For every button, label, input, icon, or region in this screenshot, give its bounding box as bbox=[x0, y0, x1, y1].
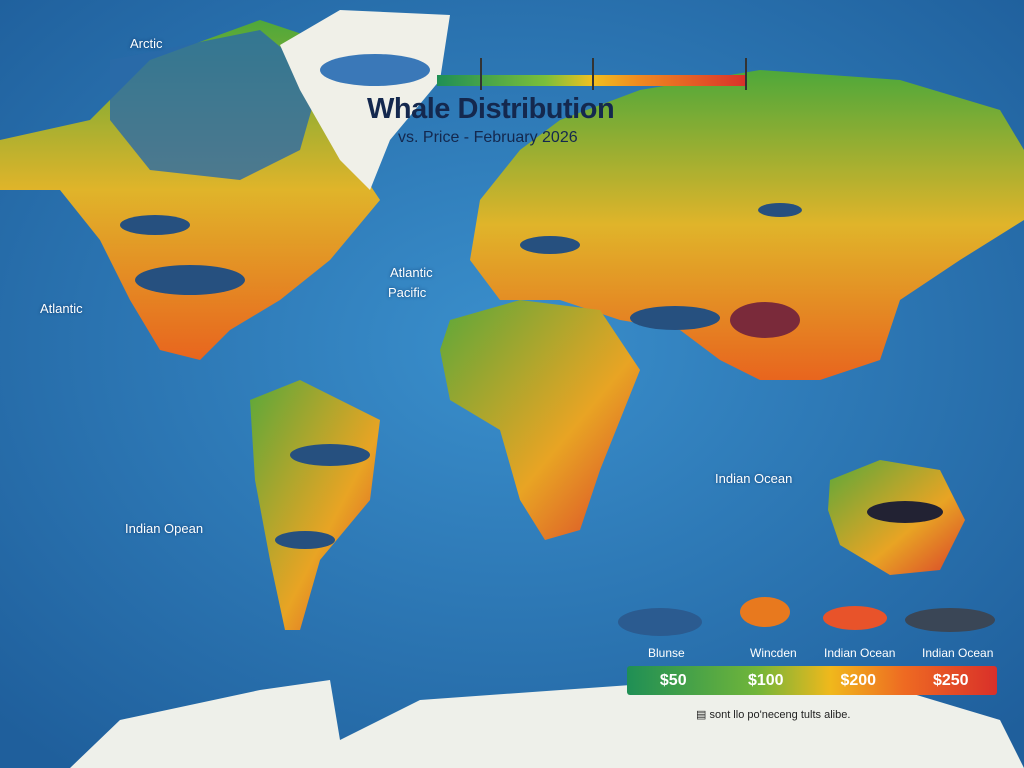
ocean-label-arctic: Arctic bbox=[130, 36, 163, 51]
europe-asia bbox=[470, 70, 1024, 380]
price-label: $50 bbox=[659, 672, 687, 689]
ocean-label-indian-ocean: Indian Ocean bbox=[715, 471, 793, 486]
scale-tick bbox=[592, 58, 594, 90]
price-label: $250 bbox=[932, 672, 969, 689]
ocean-label-atlantic: Atlantic bbox=[40, 301, 83, 316]
price-label: $200 bbox=[840, 672, 877, 689]
price-label: $100 bbox=[747, 672, 784, 689]
ocean-label-indian: Indian Opean bbox=[125, 521, 204, 536]
humpback-whale-icon bbox=[618, 608, 702, 636]
price-legend-bar: $50 $100 $200 $250 bbox=[627, 666, 997, 695]
south-america bbox=[250, 380, 380, 630]
scale-tick bbox=[745, 58, 747, 90]
greenland bbox=[280, 10, 450, 190]
legend-species-label: Blunse bbox=[648, 646, 685, 660]
legend-icons bbox=[618, 597, 995, 636]
ocean-label-atlantic-2: Atlantic bbox=[390, 265, 433, 280]
map-subtitle: vs. Price - February 2026 bbox=[398, 129, 578, 146]
chart-icon: ▤ bbox=[696, 709, 710, 721]
legend-note: ▤ sont llo po'neceng tults alibe. bbox=[696, 708, 850, 721]
legend-species-label: Indian Ocean bbox=[824, 646, 896, 660]
map-title: Whale Distribution bbox=[367, 93, 615, 125]
tiger-icon bbox=[740, 597, 790, 627]
orca-icon bbox=[905, 608, 995, 632]
whale-markers bbox=[120, 54, 943, 549]
ocean-label-pacific: Pacific bbox=[388, 285, 427, 300]
legend-species-label: Indian Ocean bbox=[922, 646, 994, 660]
north-america bbox=[0, 20, 380, 360]
scale-tick bbox=[480, 58, 482, 90]
antarctica bbox=[70, 680, 1024, 768]
africa bbox=[440, 300, 640, 540]
red-whale-icon bbox=[823, 606, 887, 630]
legend-species-label: Wincden bbox=[750, 646, 797, 660]
legend-note-text: sont llo po'neceng tults alibe. bbox=[709, 709, 851, 721]
